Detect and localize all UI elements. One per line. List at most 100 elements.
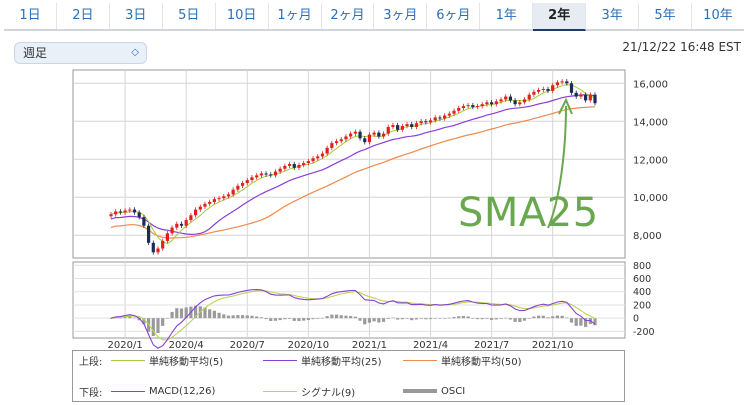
candle-body <box>546 88 550 91</box>
sma25-line <box>110 94 596 236</box>
legend-swatch <box>263 359 297 361</box>
legend-swatch <box>111 390 145 392</box>
candle-body <box>334 141 339 144</box>
legend-swatch <box>111 359 145 361</box>
candle-body <box>118 211 122 213</box>
osci-bar <box>306 318 310 321</box>
candle-body <box>593 94 597 104</box>
candle-body <box>128 209 132 211</box>
candle-body <box>189 215 193 221</box>
osci-bar <box>363 318 367 325</box>
tab-9[interactable]: 1年 <box>480 3 534 29</box>
macd-y-tick: 800 <box>633 261 651 272</box>
legend-lower-label: 下段: <box>79 387 103 399</box>
tab-2[interactable]: 3日 <box>110 3 163 29</box>
osci-bar <box>175 308 179 319</box>
candle-body <box>367 134 372 143</box>
candle-body <box>311 158 315 162</box>
timestamp: 21/12/22 16:48 EST <box>622 40 741 54</box>
candle-body <box>255 175 259 178</box>
candle-body <box>532 91 536 95</box>
tab-13[interactable]: 10年 <box>703 8 733 23</box>
osci-bar <box>372 318 376 322</box>
candle-body <box>565 81 569 84</box>
candle-body <box>428 120 433 123</box>
x-tick-label: 2021/10 <box>532 340 574 351</box>
osci-bar <box>494 318 498 320</box>
period-tabs: 1日 2日 3日 5日 10日 1ヶ月 2ヶ月 3ヶ月 6ヶ月 1年 2年 3年 5年 10年 <box>4 3 744 31</box>
candle-body <box>278 168 282 172</box>
osci-bar <box>508 318 513 320</box>
candle-body <box>137 212 141 218</box>
osci-bar <box>396 318 400 320</box>
osci-bar <box>334 314 339 319</box>
osci-bar <box>222 314 226 319</box>
candle-body <box>245 180 249 183</box>
osci-bar <box>179 308 184 319</box>
tab-3[interactable]: 5日 <box>163 3 216 29</box>
candle-body <box>240 182 245 186</box>
osci-bar <box>231 315 235 319</box>
candle-body <box>142 217 146 226</box>
candle-body <box>349 133 353 137</box>
price-panel <box>72 69 626 259</box>
osci-bar <box>499 318 503 319</box>
osci-bar <box>344 315 348 319</box>
osci-bar <box>302 318 306 321</box>
osci-bar <box>287 318 292 319</box>
candle-body <box>179 223 184 226</box>
osci-bar <box>358 318 362 321</box>
candle-body <box>353 131 357 134</box>
candle-body <box>146 225 151 243</box>
osci-bar <box>165 318 169 319</box>
tab-8[interactable]: 6ヶ月 <box>427 3 481 29</box>
x-tick-label: 2020/1 <box>108 340 143 351</box>
osci-bar <box>522 318 527 321</box>
macd-y-tick: 600 <box>633 274 651 285</box>
x-tick-label: 2021/1 <box>352 340 387 351</box>
tab-10[interactable]: 2年 <box>533 3 587 31</box>
candle-body <box>325 147 329 154</box>
candle-body <box>405 124 409 127</box>
candle-body <box>410 124 414 127</box>
tab-5[interactable]: 1ヶ月 <box>269 3 322 29</box>
tab-0[interactable]: 1日 <box>4 3 57 29</box>
macd-line <box>110 289 596 349</box>
osci-bar <box>311 318 315 320</box>
candle-body <box>306 161 310 164</box>
osci-bar <box>170 311 174 319</box>
tab-12[interactable]: 5年 <box>639 3 692 29</box>
candle-body <box>518 102 522 105</box>
osci-bar <box>184 307 188 319</box>
tab-11[interactable]: 3年 <box>586 3 640 29</box>
osci-bar <box>283 318 287 320</box>
osci-bar <box>330 314 334 319</box>
osci-bar <box>217 312 221 319</box>
tab-7[interactable]: 3ヶ月 <box>374 3 428 29</box>
x-tick-label: 2020/4 <box>169 340 204 351</box>
tab-6[interactable]: 2ヶ月 <box>322 3 375 29</box>
osci-bar <box>560 315 564 319</box>
candle-body <box>330 143 334 148</box>
candle-body <box>198 206 202 210</box>
osci-bar <box>245 315 249 319</box>
interval-select-value: 週足 <box>23 46 48 60</box>
tab-1[interactable]: 2日 <box>57 3 110 29</box>
osci-bar <box>156 318 160 334</box>
x-tick-label: 2021/4 <box>413 340 448 351</box>
annotation-arrow <box>547 105 567 229</box>
osci-bar <box>555 315 560 319</box>
candle-body <box>226 194 231 197</box>
legend-item-macd: MACD(12,26) <box>111 384 215 398</box>
candle-body <box>161 240 165 249</box>
tab-4[interactable]: 10日 <box>216 3 269 29</box>
candle-body <box>475 106 480 108</box>
interval-select[interactable]: 週足 ◇ <box>14 42 147 64</box>
candle-body <box>541 88 545 90</box>
candle-body <box>184 220 188 226</box>
candle-body <box>508 96 513 101</box>
osci-bar <box>381 318 386 322</box>
candle-body <box>170 227 174 234</box>
candle-body <box>433 117 437 121</box>
candle-body <box>156 248 160 253</box>
